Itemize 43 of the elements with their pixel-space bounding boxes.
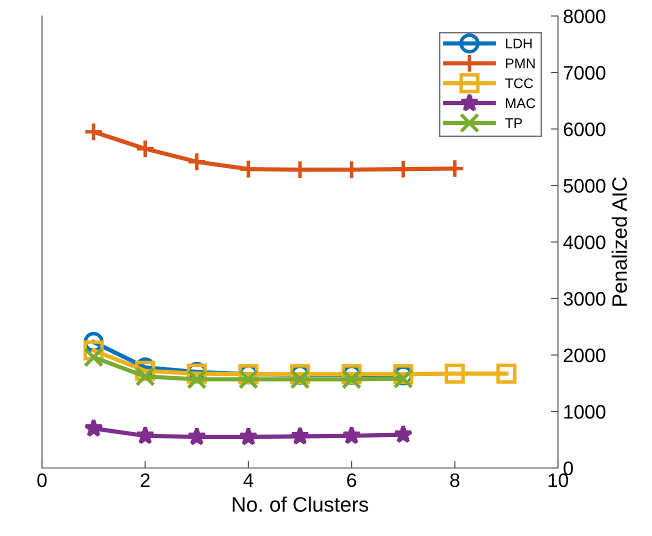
- point: [444, 158, 465, 179]
- legend-label: PMN: [506, 58, 535, 68]
- x-tick-label: 10: [548, 473, 568, 488]
- y-tick-label: 8000: [564, 9, 606, 24]
- point: [186, 369, 207, 390]
- legend-label: TCC: [505, 78, 533, 88]
- point: [342, 369, 362, 390]
- point: [238, 369, 258, 390]
- y-tick-label: 6000: [564, 122, 606, 136]
- y-tick-label: 7000: [564, 66, 606, 80]
- x-tick-label: 0: [37, 473, 47, 488]
- point: [342, 426, 362, 444]
- x-tick-label: 8: [450, 473, 460, 488]
- point: [290, 426, 310, 445]
- y-axis-title: Penalized AIC: [612, 177, 627, 306]
- point: [496, 364, 516, 384]
- y-tick-label: 5000: [564, 178, 606, 193]
- y-tick-label: 4000: [563, 235, 606, 250]
- y-tick-label: 2000: [564, 348, 606, 362]
- point: [84, 418, 104, 437]
- x-tick-label: 4: [243, 474, 254, 487]
- point: [186, 152, 207, 172]
- point: [290, 369, 310, 390]
- x-tick-label: 6: [347, 473, 356, 488]
- point: [84, 347, 104, 368]
- point: [444, 364, 465, 384]
- point: [393, 368, 414, 389]
- point: [135, 366, 156, 387]
- point: [187, 426, 206, 446]
- x-tick-label: 2: [140, 473, 150, 487]
- point: [238, 426, 258, 446]
- y-tick-label: 1000: [564, 404, 606, 419]
- legend-label: TP: [505, 118, 522, 128]
- point: [238, 159, 258, 180]
- point: [135, 138, 156, 159]
- point: [84, 122, 104, 142]
- legend-label: MAC: [506, 98, 536, 108]
- point: [394, 424, 413, 444]
- x-axis-title: No. of Clusters: [232, 496, 368, 512]
- y-tick-label: 0: [564, 461, 573, 476]
- y-tick-label: 3000: [564, 292, 606, 306]
- legend-label: LDH: [506, 38, 532, 48]
- point: [136, 426, 155, 444]
